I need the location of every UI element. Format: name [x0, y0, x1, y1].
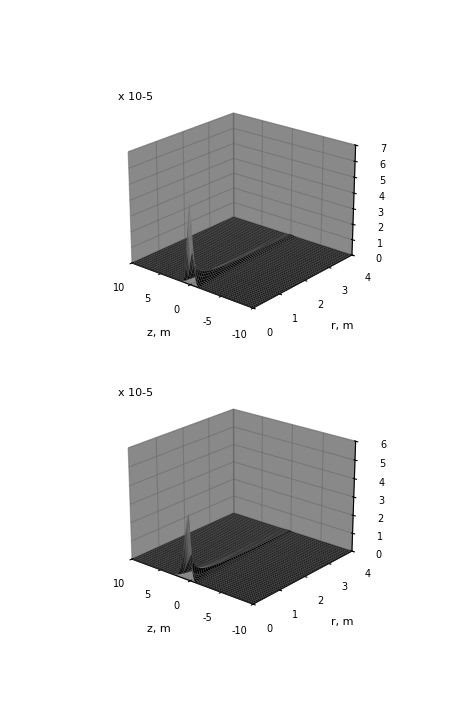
- Text: x 10-5: x 10-5: [119, 92, 154, 102]
- Y-axis label: r, m: r, m: [331, 321, 353, 331]
- Text: x 10-5: x 10-5: [119, 388, 154, 398]
- Y-axis label: r, m: r, m: [331, 617, 353, 627]
- X-axis label: z, m: z, m: [147, 329, 170, 338]
- X-axis label: z, m: z, m: [147, 625, 170, 634]
